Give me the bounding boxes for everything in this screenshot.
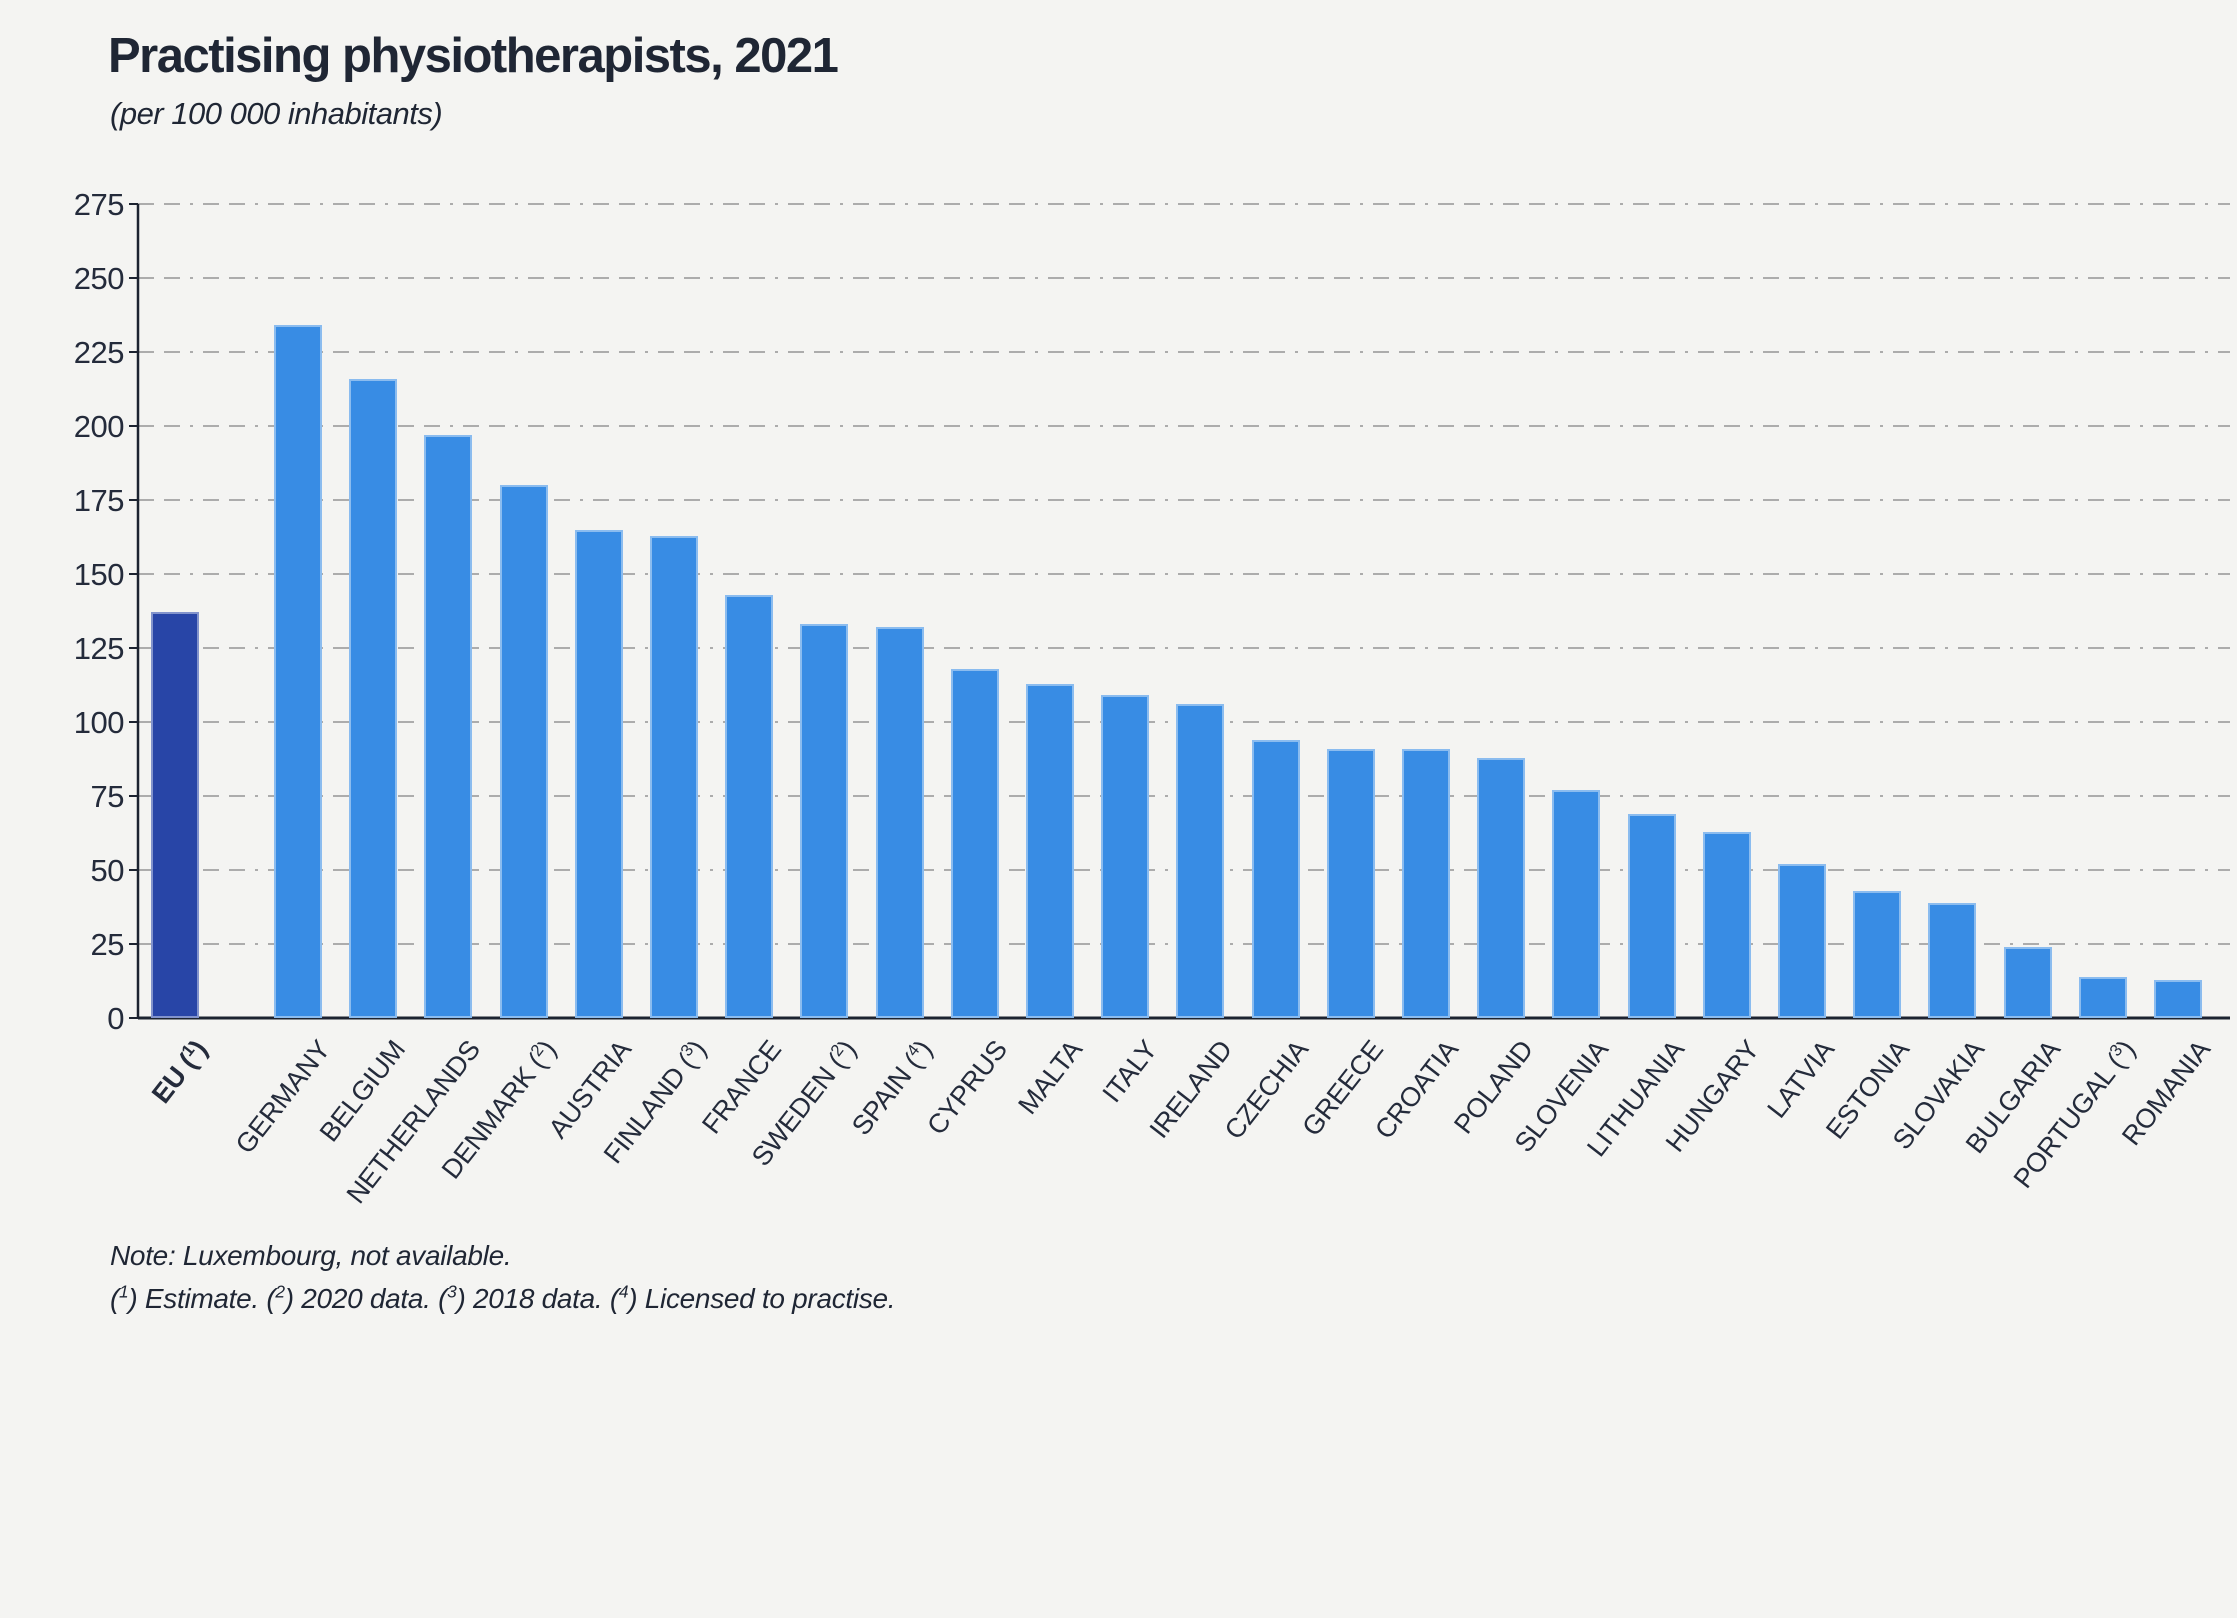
- bar-eu: [151, 612, 199, 1018]
- bar-czechia: [1251, 739, 1300, 1018]
- bar-portugal: [2078, 976, 2127, 1018]
- bar-belgium: [349, 378, 398, 1018]
- bar-slovakia: [1928, 902, 1977, 1018]
- y-label-25: 25: [90, 927, 125, 962]
- y-label-200: 200: [73, 409, 125, 444]
- bar-spain: [875, 627, 924, 1018]
- y-label-0: 0: [107, 1001, 124, 1036]
- y-label-275: 275: [73, 187, 125, 222]
- y-label-225: 225: [73, 335, 125, 370]
- y-label-250: 250: [73, 261, 125, 296]
- y-label-150: 150: [73, 557, 125, 592]
- y-label-175: 175: [73, 483, 125, 518]
- y-label-50: 50: [90, 853, 125, 888]
- y-label-75: 75: [90, 779, 125, 814]
- bar-bulgaria: [2003, 946, 2052, 1018]
- y-label-125: 125: [73, 631, 125, 666]
- bar-germany: [274, 325, 322, 1018]
- bar-netherlands: [424, 434, 473, 1018]
- bar-greece: [1326, 748, 1375, 1018]
- bar-romania: [2154, 979, 2202, 1018]
- bar-poland: [1477, 757, 1526, 1018]
- bar-ireland: [1176, 704, 1225, 1018]
- bar-italy: [1101, 695, 1150, 1018]
- bar-sweden: [800, 624, 849, 1018]
- bar-slovenia: [1552, 790, 1601, 1018]
- bar-latvia: [1778, 864, 1826, 1018]
- note-line-1: Note: Luxembourg, not available.: [110, 1240, 512, 1271]
- bar-malta: [1026, 683, 1074, 1018]
- bar-hungary: [1702, 831, 1751, 1018]
- bar-austria: [574, 529, 623, 1018]
- note-line-2: (1) Estimate. (2) 2020 data. (3) 2018 da…: [110, 1281, 896, 1314]
- bar-france: [725, 594, 774, 1018]
- bar-finland: [650, 535, 698, 1018]
- page-title: Practising physiotherapists, 2021: [108, 29, 839, 83]
- bar-estonia: [1853, 890, 1902, 1018]
- bar-cyprus: [950, 668, 999, 1018]
- bar-lithuania: [1627, 813, 1676, 1018]
- bar-croatia: [1402, 748, 1450, 1018]
- bar-denmark: [499, 485, 548, 1018]
- page-subtitle: (per 100 000 inhabitants): [110, 96, 443, 131]
- y-label-100: 100: [73, 705, 125, 740]
